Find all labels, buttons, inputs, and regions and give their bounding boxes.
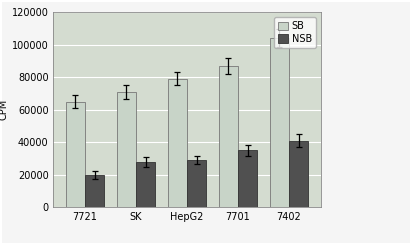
Legend: SB, NSB: SB, NSB [274,17,316,48]
Bar [117,92,136,207]
Bar [238,151,257,207]
Bar [136,162,155,207]
Y-axis label: CPM: CPM [0,99,9,121]
Bar [219,66,238,207]
Bar [289,141,308,207]
Bar [187,160,206,207]
Bar [270,38,289,207]
Bar [85,175,104,207]
Bar [66,102,85,207]
Bar [168,79,187,207]
